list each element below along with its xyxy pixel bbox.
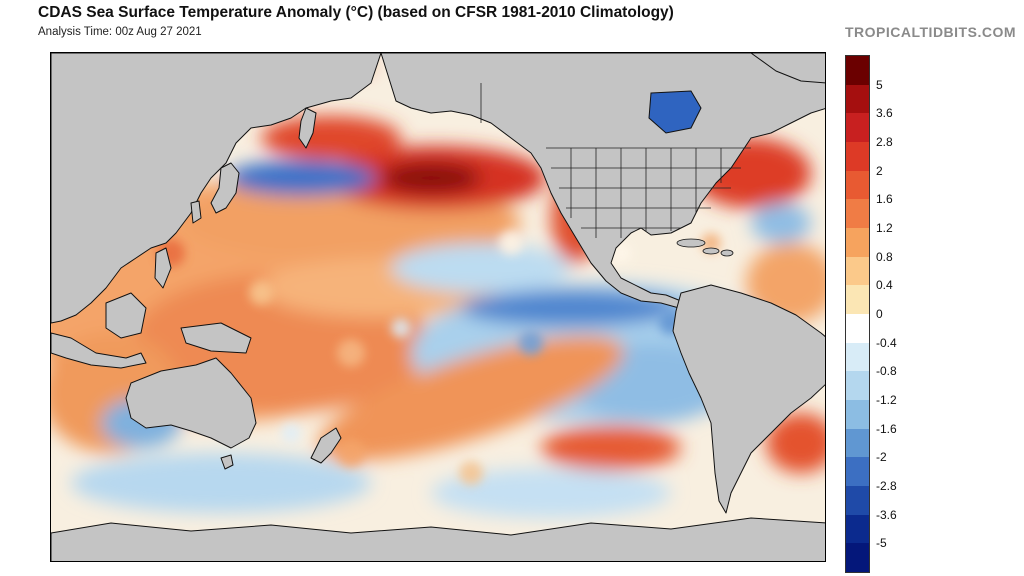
warm-anomaly-south-pacific bbox=[318, 335, 624, 461]
colorbar-tick-label: -5 bbox=[876, 536, 887, 551]
state-borders bbox=[480, 83, 751, 238]
korea bbox=[190, 200, 202, 224]
colorbar-tick-label: 0.8 bbox=[876, 249, 893, 264]
warm-anomaly-south-east bbox=[541, 426, 681, 470]
greenland bbox=[750, 53, 825, 84]
colorbar bbox=[845, 55, 870, 573]
colorbar-tick-label: -1.6 bbox=[876, 421, 897, 436]
cold-anomaly-equatorial bbox=[461, 290, 681, 326]
warm-anomaly-bering bbox=[261, 116, 401, 160]
antarctica bbox=[51, 517, 825, 561]
colorbar-tick-label: -0.8 bbox=[876, 364, 897, 379]
colorbar-tick-label: 5 bbox=[876, 77, 883, 92]
warm-anomaly-south-atlantic bbox=[766, 413, 825, 473]
colorbar-segment bbox=[846, 399, 869, 429]
colorbar-tick-label: 0 bbox=[876, 307, 883, 321]
colorbar-segment bbox=[846, 256, 869, 286]
cool-anomaly-southern-ocean-east bbox=[431, 468, 671, 518]
colorbar-tick-label: -3.6 bbox=[876, 507, 897, 522]
colorbar-segment bbox=[846, 485, 869, 515]
south-america bbox=[672, 284, 825, 514]
colorbar-segment bbox=[846, 313, 869, 343]
map-svg bbox=[51, 53, 825, 561]
colorbar-tick-label: 1.2 bbox=[876, 221, 893, 235]
colorbar-tick-label: 2 bbox=[876, 163, 883, 178]
colorbar-segment bbox=[846, 514, 869, 544]
colorbar-segment bbox=[846, 199, 869, 228]
colorbar-tick-label: -2 bbox=[876, 450, 887, 465]
colorbar-segment bbox=[846, 457, 869, 486]
japan bbox=[210, 162, 240, 214]
cool-anomaly-southern-ocean-west bbox=[71, 453, 371, 513]
borneo bbox=[105, 292, 147, 339]
north-america bbox=[380, 53, 825, 309]
new-zealand bbox=[310, 427, 342, 464]
colorbar-tick-label: -1.2 bbox=[876, 393, 897, 407]
kamchatka bbox=[298, 107, 317, 149]
warm-blob-core bbox=[381, 162, 481, 194]
colorbar-segment bbox=[846, 227, 869, 257]
caribbean-islands bbox=[676, 238, 734, 257]
colorbar-ticks: 5 3.6 2.8 2 1.6 1.2 0.8 0.4 0 -0.4 -0.8 -1.2 -1.6 -2 -… bbox=[876, 55, 936, 573]
colorbar-segment bbox=[846, 342, 869, 372]
colorbar-segment bbox=[846, 141, 869, 171]
hudson-bay bbox=[648, 90, 702, 134]
colorbar-tick-label: -2.8 bbox=[876, 479, 897, 493]
colorbar-tick-label: 1.6 bbox=[876, 192, 893, 207]
new-guinea bbox=[180, 322, 252, 354]
cool-anomaly-atlantic bbox=[751, 203, 811, 243]
tasmania bbox=[220, 454, 234, 470]
colorbar-segment bbox=[846, 84, 869, 114]
brand-watermark: TROPICALTIDBITS.COM bbox=[844, 24, 1016, 40]
landmasses bbox=[51, 53, 825, 561]
colorbar-segment bbox=[846, 543, 869, 572]
colorbar-segment bbox=[846, 428, 869, 458]
colorbar-tick-label: 0.4 bbox=[876, 278, 893, 293]
colorbar-segment bbox=[846, 56, 869, 85]
colorbar-tick-label: 2.8 bbox=[876, 135, 893, 149]
map-title: CDAS Sea Surface Temperature Anomaly (°C… bbox=[38, 4, 674, 21]
indonesia bbox=[51, 332, 147, 369]
philippines bbox=[154, 247, 172, 289]
colorbar-tick-label: 3.6 bbox=[876, 106, 893, 121]
colorbar-segment bbox=[846, 113, 869, 142]
australia bbox=[125, 357, 257, 449]
analysis-time: Analysis Time: 00z Aug 27 2021 bbox=[38, 26, 202, 38]
asia-landmass bbox=[51, 53, 382, 324]
colorbar-tick-label: -0.4 bbox=[876, 335, 897, 350]
cool-anomaly-central-north bbox=[391, 243, 571, 293]
sst-anomaly-map bbox=[50, 52, 826, 562]
colorbar-segment bbox=[846, 170, 869, 200]
cold-anomaly-kuroshio bbox=[226, 160, 376, 196]
colorbar-segment bbox=[846, 285, 869, 314]
colorbar-segment bbox=[846, 371, 869, 400]
